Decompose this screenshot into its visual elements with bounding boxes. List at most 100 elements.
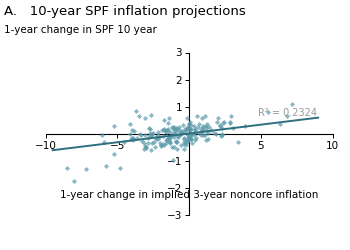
Point <box>131 138 136 142</box>
Point <box>181 140 186 144</box>
Point <box>277 122 282 126</box>
Point <box>165 121 171 125</box>
Point <box>179 129 185 133</box>
Point <box>181 148 187 152</box>
Point <box>170 126 176 130</box>
Point <box>200 133 205 137</box>
Point <box>187 122 192 126</box>
Point <box>161 143 167 147</box>
Point <box>227 121 233 125</box>
Point <box>158 141 163 145</box>
Point <box>179 131 184 135</box>
Text: 1-year change in SPF 10 year: 1-year change in SPF 10 year <box>4 25 156 35</box>
Point <box>219 133 225 137</box>
Point <box>175 127 181 131</box>
Point <box>142 133 148 137</box>
Point <box>131 136 136 140</box>
Point <box>183 128 189 132</box>
Point <box>188 127 194 131</box>
X-axis label: 1-year change in implied 3-year noncore inflation: 1-year change in implied 3-year noncore … <box>60 190 318 200</box>
Point <box>144 145 149 149</box>
Point <box>167 116 172 120</box>
Point <box>167 130 173 134</box>
Point <box>184 140 190 144</box>
Point <box>188 132 194 136</box>
Point <box>175 135 181 139</box>
Point <box>195 126 201 130</box>
Point <box>83 167 89 171</box>
Point <box>191 124 197 128</box>
Point <box>183 140 189 144</box>
Point <box>176 124 182 128</box>
Point <box>203 138 209 142</box>
Point <box>155 130 161 134</box>
Point <box>133 109 139 113</box>
Point <box>289 102 295 106</box>
Point <box>111 152 117 156</box>
Point <box>171 125 177 129</box>
Point <box>182 130 187 134</box>
Point <box>227 120 232 124</box>
Point <box>187 133 192 137</box>
Point <box>186 133 191 137</box>
Point <box>167 140 173 144</box>
Point <box>182 142 187 146</box>
Point <box>243 124 248 128</box>
Point <box>178 131 184 135</box>
Point <box>186 132 191 136</box>
Point <box>174 140 180 144</box>
Point <box>155 132 161 136</box>
Point <box>284 114 289 118</box>
Point <box>155 137 161 141</box>
Point <box>178 132 184 136</box>
Point <box>130 128 135 132</box>
Point <box>181 137 187 141</box>
Point <box>219 132 225 136</box>
Point <box>167 140 173 144</box>
Point <box>196 131 202 135</box>
Point <box>182 126 188 130</box>
Point <box>217 123 223 127</box>
Point <box>200 128 206 132</box>
Point <box>171 135 177 139</box>
Point <box>170 158 176 162</box>
Point <box>169 145 175 149</box>
Point <box>128 132 133 136</box>
Point <box>148 134 154 138</box>
Text: R² = 0.2324: R² = 0.2324 <box>258 108 317 118</box>
Point <box>173 130 178 134</box>
Point <box>189 132 194 136</box>
Point <box>236 140 241 144</box>
Point <box>169 125 175 129</box>
Point <box>188 136 193 140</box>
Point <box>188 135 193 139</box>
Point <box>228 114 233 118</box>
Text: A.   10-year SPF inflation projections: A. 10-year SPF inflation projections <box>4 5 245 18</box>
Point <box>134 136 140 140</box>
Point <box>158 144 164 148</box>
Point <box>145 136 150 140</box>
Point <box>103 164 108 168</box>
Point <box>149 140 154 144</box>
Point <box>172 145 177 149</box>
Point <box>171 131 176 135</box>
Point <box>209 128 214 132</box>
Point <box>171 132 177 136</box>
Point <box>147 133 153 137</box>
Point <box>177 132 183 136</box>
Point <box>198 133 204 137</box>
Point <box>181 136 187 140</box>
Point <box>187 128 192 132</box>
Point <box>188 137 194 141</box>
Point <box>161 118 167 122</box>
Point <box>149 132 155 136</box>
Point <box>212 132 217 136</box>
Point <box>147 132 153 136</box>
Point <box>117 166 123 170</box>
Point <box>196 122 201 126</box>
Point <box>162 129 168 133</box>
Point <box>221 120 226 124</box>
Point <box>188 123 194 127</box>
Point <box>177 132 183 136</box>
Point <box>187 122 192 126</box>
